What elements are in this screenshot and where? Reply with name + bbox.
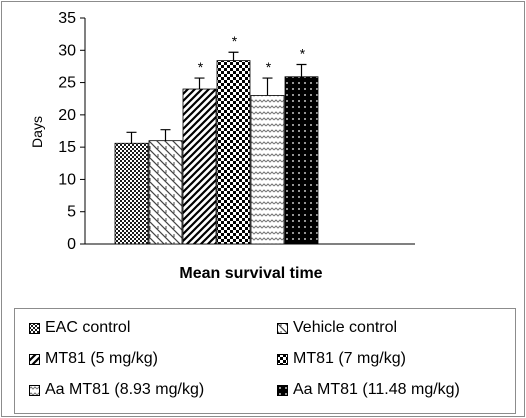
legend-swatch bbox=[277, 353, 288, 365]
y-tick-label: 10 bbox=[58, 171, 76, 188]
bar bbox=[114, 142, 149, 245]
legend-swatch bbox=[277, 322, 288, 334]
error-bar bbox=[160, 129, 171, 141]
legend-label: MT81 (7 mg/kg) bbox=[293, 350, 406, 367]
legend-item: Aa MT81 (8.93 mg/kg) bbox=[29, 381, 204, 399]
y-axis-label: Days bbox=[29, 116, 45, 148]
significance-marker: * bbox=[232, 33, 238, 49]
legend-item: EAC control bbox=[29, 319, 130, 337]
y-tick-label: 30 bbox=[58, 42, 76, 59]
legend-swatch bbox=[29, 353, 40, 365]
legend-item: Aa MT81 (11.48 mg/kg) bbox=[277, 381, 460, 399]
legend-label: EAC control bbox=[45, 319, 131, 336]
y-tick-label: 0 bbox=[67, 236, 76, 253]
bar bbox=[148, 140, 183, 245]
legend-label: Vehicle control bbox=[293, 319, 398, 336]
legend-label: MT81 (5 mg/kg) bbox=[45, 350, 158, 367]
bar bbox=[216, 60, 251, 245]
error-bar bbox=[228, 51, 239, 61]
error-bar bbox=[126, 131, 137, 144]
bar bbox=[182, 88, 217, 245]
x-axis-label: Mean survival time bbox=[179, 265, 322, 282]
legend-swatch bbox=[29, 322, 40, 334]
significance-marker: * bbox=[198, 59, 204, 75]
bar bbox=[284, 76, 319, 245]
legend: EAC control Vehicle control MT81 (5 mg/kg)… bbox=[14, 308, 516, 414]
legend-swatch bbox=[277, 384, 288, 396]
y-tick-label: 25 bbox=[58, 75, 76, 92]
significance-marker: * bbox=[300, 45, 306, 61]
bar bbox=[250, 95, 285, 245]
legend-item: MT81 (7 mg/kg) bbox=[277, 350, 406, 368]
error-bar bbox=[262, 77, 273, 96]
legend-label: Aa MT81 (8.93 mg/kg) bbox=[45, 381, 205, 398]
y-tick-label: 35 bbox=[58, 10, 76, 27]
y-tick-label: 15 bbox=[58, 139, 76, 156]
bar-chart: 0 5 10 15 20 25 30 35 * * * * Days Mean survival t… bbox=[29, 10, 415, 282]
legend-label: Aa MT81 (11.48 mg/kg) bbox=[293, 381, 460, 398]
y-tick-label: 20 bbox=[58, 107, 76, 124]
y-tick-label: 5 bbox=[67, 204, 76, 221]
legend-item: MT81 (5 mg/kg) bbox=[29, 350, 158, 368]
significance-marker: * bbox=[266, 59, 272, 75]
error-bar bbox=[296, 63, 307, 77]
legend-item: Vehicle control bbox=[277, 319, 397, 337]
error-bar bbox=[194, 77, 205, 90]
legend-swatch bbox=[29, 384, 40, 396]
